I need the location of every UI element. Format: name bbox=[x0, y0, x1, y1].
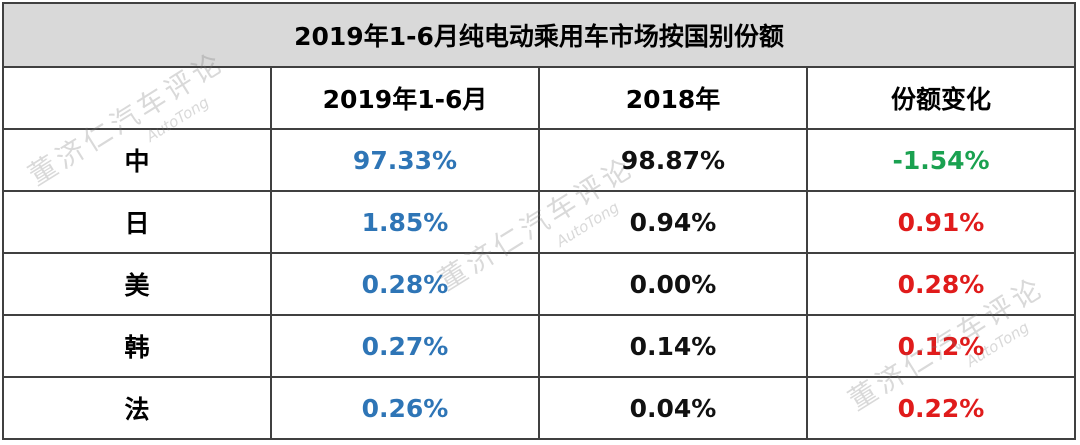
title-row: 2019年1-6月纯电动乘用车市场按国别份额 bbox=[2, 2, 1076, 68]
header-cell: 份额变化 bbox=[806, 66, 1076, 130]
value-cell: 0.91% bbox=[806, 190, 1076, 254]
row-label: 中 bbox=[2, 128, 272, 192]
header-cell: 2019年1-6月 bbox=[270, 66, 540, 130]
data-row: 日 1.85% 0.94% 0.91% bbox=[2, 190, 1076, 254]
row-label: 法 bbox=[2, 376, 272, 440]
share-table: 2019年1-6月纯电动乘用车市场按国别份额 2019年1-6月 2018年 份额变化… bbox=[2, 2, 1076, 440]
row-label: 日 bbox=[2, 190, 272, 254]
value-cell: 0.94% bbox=[538, 190, 808, 254]
value-cell: 0.28% bbox=[270, 252, 540, 316]
header-row: 2019年1-6月 2018年 份额变化 bbox=[2, 66, 1076, 130]
value-cell: 0.04% bbox=[538, 376, 808, 440]
value-cell: 0.12% bbox=[806, 314, 1076, 378]
value-cell: 0.28% bbox=[806, 252, 1076, 316]
row-label: 韩 bbox=[2, 314, 272, 378]
value-cell: 0.14% bbox=[538, 314, 808, 378]
data-row: 法 0.26% 0.04% 0.22% bbox=[2, 376, 1076, 440]
row-label: 美 bbox=[2, 252, 272, 316]
table-title: 2019年1-6月纯电动乘用车市场按国别份额 bbox=[2, 2, 1076, 68]
value-cell: 1.85% bbox=[270, 190, 540, 254]
header-corner bbox=[2, 66, 272, 130]
value-cell: 97.33% bbox=[270, 128, 540, 192]
data-row: 美 0.28% 0.00% 0.28% bbox=[2, 252, 1076, 316]
value-cell: 0.00% bbox=[538, 252, 808, 316]
data-row: 中 97.33% 98.87% -1.54% bbox=[2, 128, 1076, 192]
value-cell: 0.27% bbox=[270, 314, 540, 378]
value-cell: -1.54% bbox=[806, 128, 1076, 192]
value-cell: 98.87% bbox=[538, 128, 808, 192]
value-cell: 0.22% bbox=[806, 376, 1076, 440]
data-row: 韩 0.27% 0.14% 0.12% bbox=[2, 314, 1076, 378]
header-cell: 2018年 bbox=[538, 66, 808, 130]
value-cell: 0.26% bbox=[270, 376, 540, 440]
